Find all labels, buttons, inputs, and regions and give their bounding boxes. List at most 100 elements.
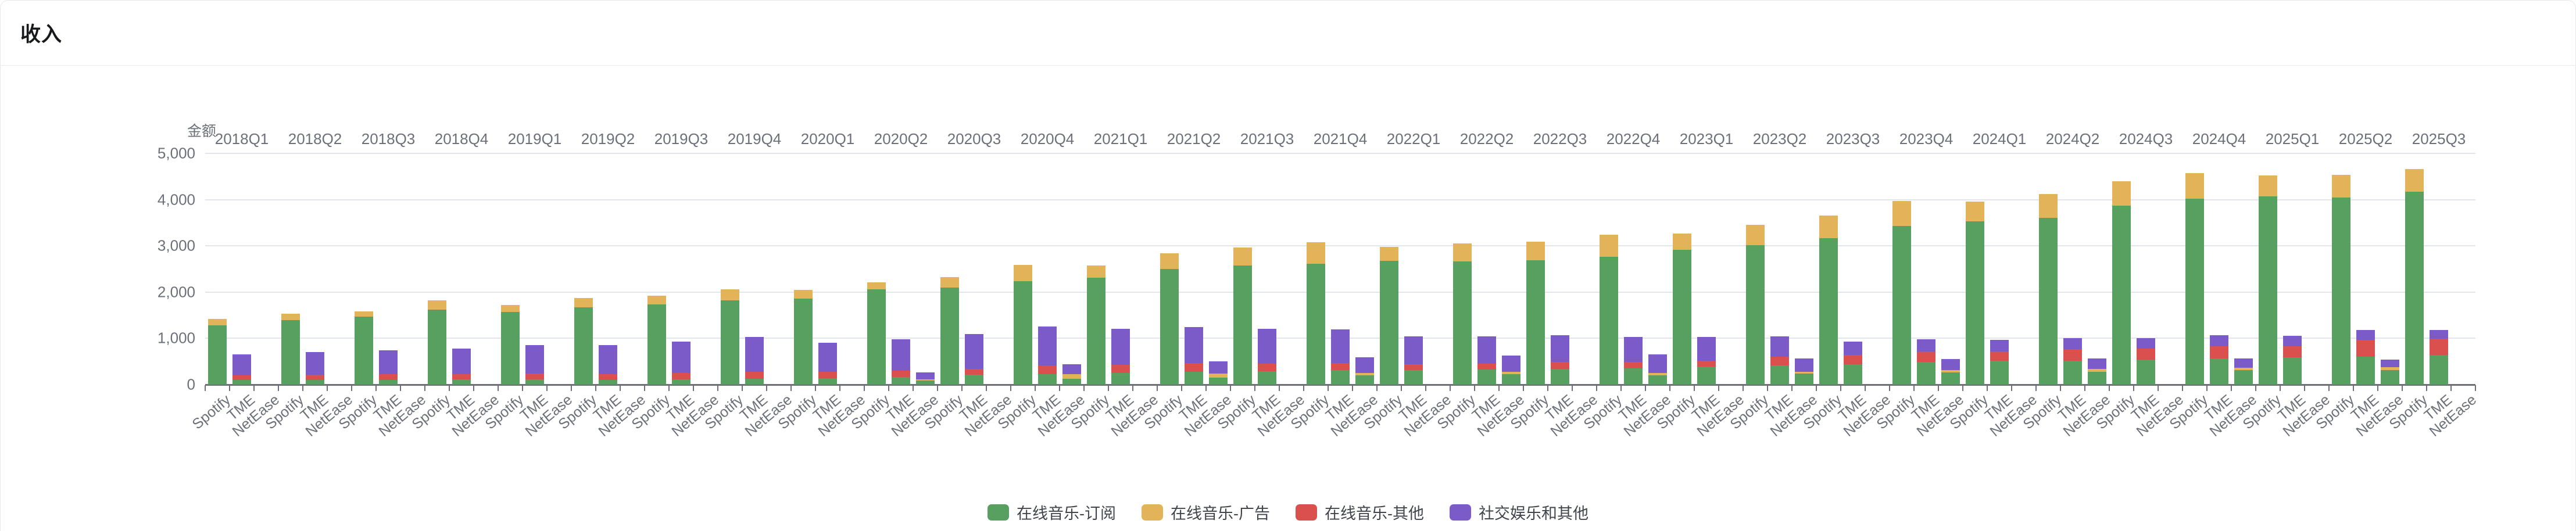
bar-segment-TME-2023Q2[interactable]	[1770, 336, 1789, 357]
bar-segment-TME-2021Q2[interactable]	[1185, 327, 1203, 363]
bar-segment-TME-2019Q4[interactable]	[745, 378, 764, 385]
bar-segment-NetEase-2024Q2[interactable]	[2088, 358, 2106, 369]
bar-segment-Spotify-2019Q1[interactable]	[501, 305, 520, 313]
bar-segment-TME-2024Q1[interactable]	[1990, 361, 2009, 385]
bar-segment-TME-2025Q3[interactable]	[2430, 354, 2448, 385]
bar-segment-Spotify-2023Q4[interactable]	[1892, 226, 1911, 385]
bar-segment-TME-2023Q4[interactable]	[1917, 362, 1935, 385]
bar-segment-TME-2018Q2[interactable]	[306, 375, 324, 381]
bar-segment-TME-2020Q3[interactable]	[965, 375, 983, 385]
bar-segment-TME-2018Q4[interactable]	[452, 379, 471, 385]
bar-segment-Spotify-2024Q3[interactable]	[2112, 205, 2131, 385]
bar-segment-Spotify-2018Q2[interactable]	[281, 313, 300, 320]
bar-segment-Spotify-2024Q4[interactable]	[2185, 173, 2204, 199]
bar-segment-Spotify-2021Q1[interactable]	[1087, 277, 1105, 385]
bar-segment-Spotify-2020Q4[interactable]	[1014, 265, 1032, 281]
bar-segment-Spotify-2018Q3[interactable]	[355, 317, 373, 385]
bar-segment-TME-2022Q3[interactable]	[1551, 335, 1569, 362]
bar-segment-Spotify-2020Q1[interactable]	[794, 298, 813, 385]
bar-segment-Spotify-2024Q3[interactable]	[2112, 181, 2131, 206]
bar-segment-TME-2022Q4[interactable]	[1624, 361, 1643, 369]
bar-segment-Spotify-2022Q3[interactable]	[1526, 260, 1545, 385]
bar-segment-NetEase-2024Q4[interactable]	[2234, 358, 2253, 368]
bar-segment-Spotify-2020Q2[interactable]	[867, 289, 886, 385]
bar-segment-TME-2018Q4[interactable]	[452, 348, 471, 374]
bar-segment-TME-2024Q3[interactable]	[2137, 359, 2155, 385]
bar-segment-TME-2024Q3[interactable]	[2137, 348, 2155, 360]
bar-segment-TME-2022Q2[interactable]	[1477, 336, 1496, 364]
legend-item-在线音乐-其他[interactable]: 在线音乐-其他	[1296, 501, 1424, 523]
bar-segment-TME-2024Q4[interactable]	[2210, 346, 2228, 358]
bar-segment-Spotify-2022Q2[interactable]	[1453, 243, 1472, 262]
bar-segment-TME-2022Q1[interactable]	[1404, 369, 1423, 385]
bar-segment-TME-2018Q1[interactable]	[232, 354, 251, 376]
bar-segment-TME-2019Q3[interactable]	[672, 373, 690, 379]
bar-segment-Spotify-2025Q1[interactable]	[2259, 175, 2277, 196]
bar-segment-TME-2020Q2[interactable]	[892, 377, 910, 385]
bar-segment-NetEase-2022Q2[interactable]	[1502, 374, 1520, 385]
bar-segment-TME-2022Q3[interactable]	[1551, 369, 1569, 385]
bar-segment-TME-2022Q4[interactable]	[1624, 336, 1643, 362]
bar-segment-Spotify-2021Q3[interactable]	[1233, 247, 1252, 266]
bar-segment-TME-2023Q1[interactable]	[1697, 366, 1716, 385]
bar-segment-TME-2020Q3[interactable]	[965, 369, 983, 375]
bar-segment-TME-2025Q1[interactable]	[2283, 346, 2302, 358]
bar-segment-Spotify-2021Q3[interactable]	[1233, 266, 1252, 385]
bar-segment-Spotify-2019Q2[interactable]	[574, 307, 593, 385]
bar-segment-TME-2023Q2[interactable]	[1770, 365, 1789, 385]
bar-segment-Spotify-2025Q2[interactable]	[2332, 198, 2350, 385]
bar-segment-TME-2019Q1[interactable]	[525, 374, 544, 380]
bar-segment-Spotify-2023Q3[interactable]	[1819, 238, 1838, 385]
bar-segment-TME-2022Q1[interactable]	[1404, 336, 1423, 365]
bar-segment-TME-2022Q4[interactable]	[1624, 368, 1643, 385]
bar-segment-Spotify-2022Q2[interactable]	[1453, 261, 1472, 385]
bar-segment-NetEase-2024Q4[interactable]	[2234, 370, 2253, 385]
bar-segment-TME-2018Q3[interactable]	[379, 374, 398, 380]
bar-segment-NetEase-2023Q2[interactable]	[1795, 374, 1813, 385]
bar-segment-TME-2020Q1[interactable]	[818, 342, 837, 372]
bar-segment-NetEase-2022Q4[interactable]	[1648, 375, 1667, 385]
bar-segment-Spotify-2021Q4[interactable]	[1307, 264, 1325, 385]
bar-segment-TME-2021Q1[interactable]	[1111, 372, 1130, 385]
bar-segment-Spotify-2018Q1[interactable]	[208, 325, 227, 385]
bar-segment-TME-2018Q1[interactable]	[232, 380, 251, 385]
bar-segment-TME-2019Q2[interactable]	[599, 379, 617, 385]
bar-segment-NetEase-2023Q4[interactable]	[1941, 370, 1960, 372]
bar-segment-TME-2023Q3[interactable]	[1844, 355, 1862, 364]
bar-segment-Spotify-2023Q2[interactable]	[1746, 224, 1765, 245]
bar-segment-TME-2025Q3[interactable]	[2430, 329, 2448, 339]
bar-segment-Spotify-2018Q1[interactable]	[208, 318, 227, 325]
bar-segment-Spotify-2024Q2[interactable]	[2039, 217, 2058, 385]
bar-segment-TME-2019Q1[interactable]	[525, 379, 544, 385]
bar-segment-TME-2021Q1[interactable]	[1111, 364, 1130, 373]
bar-segment-Spotify-2025Q1[interactable]	[2259, 196, 2277, 385]
bar-segment-Spotify-2019Q3[interactable]	[647, 296, 666, 304]
bar-segment-TME-2018Q3[interactable]	[379, 379, 398, 385]
bar-segment-Spotify-2022Q1[interactable]	[1380, 246, 1398, 261]
bar-segment-TME-2021Q3[interactable]	[1258, 363, 1276, 371]
bar-segment-TME-2021Q3[interactable]	[1258, 328, 1276, 364]
bar-segment-TME-2020Q2[interactable]	[892, 339, 910, 371]
bar-segment-Spotify-2019Q4[interactable]	[721, 300, 739, 385]
bar-segment-TME-2021Q4[interactable]	[1331, 370, 1350, 385]
bar-segment-NetEase-2022Q4[interactable]	[1648, 354, 1667, 373]
bar-segment-Spotify-2020Q1[interactable]	[794, 290, 813, 299]
bar-segment-TME-2023Q4[interactable]	[1917, 351, 1935, 363]
bar-segment-Spotify-2020Q3[interactable]	[940, 277, 959, 288]
bar-segment-TME-2018Q1[interactable]	[232, 375, 251, 381]
bar-segment-TME-2021Q4[interactable]	[1331, 329, 1350, 363]
bar-segment-TME-2018Q2[interactable]	[306, 351, 324, 375]
bar-segment-Spotify-2024Q4[interactable]	[2185, 198, 2204, 385]
bar-segment-TME-2025Q2[interactable]	[2356, 340, 2375, 357]
bar-segment-NetEase-2023Q2[interactable]	[1795, 372, 1813, 374]
bar-segment-TME-2022Q2[interactable]	[1477, 364, 1496, 370]
bar-segment-Spotify-2018Q4[interactable]	[428, 300, 446, 310]
bar-segment-Spotify-2024Q2[interactable]	[2039, 194, 2058, 218]
bar-segment-NetEase-2024Q2[interactable]	[2088, 369, 2106, 372]
bar-segment-Spotify-2025Q3[interactable]	[2405, 192, 2424, 385]
bar-segment-NetEase-2021Q2[interactable]	[1209, 374, 1228, 378]
bar-segment-TME-2024Q4[interactable]	[2210, 358, 2228, 385]
bar-segment-TME-2023Q2[interactable]	[1770, 357, 1789, 365]
bar-segment-Spotify-2023Q1[interactable]	[1673, 234, 1691, 250]
bar-segment-TME-2020Q1[interactable]	[818, 378, 837, 385]
